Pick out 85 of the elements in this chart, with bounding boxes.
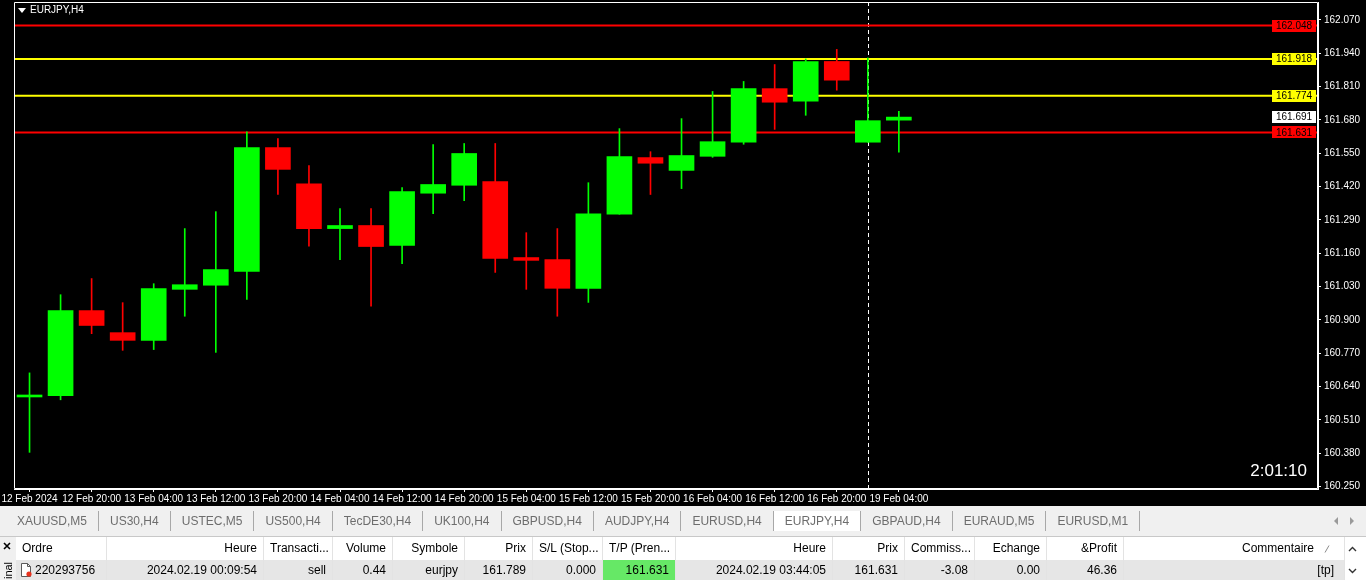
category-label: AUDJPY,H4 xyxy=(593,511,682,531)
x-tick-label: 14 Feb 12:00 xyxy=(372,492,432,504)
text: 2024.02.19 03:44:05 xyxy=(715,563,826,577)
category-label: Prix xyxy=(833,537,905,560)
category-label: EURAUD,M5 xyxy=(952,511,1047,531)
text: 161.631 xyxy=(625,563,669,577)
category-label: UK100,H4 xyxy=(423,511,502,531)
y-tick-label: 161.420 xyxy=(1324,180,1361,192)
ref-line-label: 161.774 xyxy=(1275,90,1313,102)
y-tick-label: 160.900 xyxy=(1324,313,1361,325)
x-tick-label: 13 Feb 20:00 xyxy=(248,492,308,504)
x-tick-label: 12 Feb 20:00 xyxy=(62,492,122,504)
candlestick xyxy=(420,144,446,215)
category-label: Transacti... xyxy=(264,537,333,560)
x-tick-label: 19 Feb 04:00 xyxy=(869,492,929,504)
x-tick-label: 15 Feb 12:00 xyxy=(558,492,619,504)
text: 0.44 xyxy=(362,563,386,577)
category-label: XAUUSD,M5 xyxy=(6,511,100,531)
text: [tp] xyxy=(1317,563,1334,577)
candlestick xyxy=(327,208,353,260)
x-tick-label: 13 Feb 12:00 xyxy=(186,492,246,504)
category-label: GBPAUD,H4 xyxy=(861,511,953,531)
y-tick-label: 160.640 xyxy=(1324,380,1361,392)
category-label: EURUSD,H4 xyxy=(681,511,774,531)
category-label: Commiss... xyxy=(905,537,975,560)
y-tick-label: 161.680 xyxy=(1324,113,1361,125)
category-label: S/L (Stop... xyxy=(533,537,603,560)
x-tick-label: 14 Feb 04:00 xyxy=(310,492,370,504)
category-label: Commentaire xyxy=(1124,537,1345,560)
text: 161.631 xyxy=(854,563,898,577)
y-tick-label: 161.550 xyxy=(1324,146,1361,158)
category-label: US500,H4 xyxy=(254,511,333,531)
x-tick-label: 15 Feb 04:00 xyxy=(496,492,557,504)
chart-title: EURJPY,H4 xyxy=(30,4,84,16)
y-tick-label: 160.250 xyxy=(1324,480,1361,492)
text: 2024.02.19 00:09:54 xyxy=(146,563,257,577)
x-tick-label: 16 Feb 04:00 xyxy=(683,492,743,504)
x-tick-label: 15 Feb 20:00 xyxy=(621,492,681,504)
category-label: EURUSD,M1 xyxy=(1046,511,1141,531)
ref-line-label: 161.918 xyxy=(1275,53,1313,65)
x-tick-label: 16 Feb 12:00 xyxy=(745,492,805,504)
candlestick xyxy=(171,228,198,317)
category-label: Heure xyxy=(676,537,833,560)
y-tick-label: 160.770 xyxy=(1324,346,1361,358)
annotation: 161.691 xyxy=(1275,111,1313,123)
candlestick xyxy=(202,211,229,353)
candlestick xyxy=(358,208,384,307)
text: 161.789 xyxy=(482,563,526,577)
category-label: &Profit xyxy=(1047,537,1124,560)
category-label: Prix xyxy=(465,537,533,560)
text: 0.00 xyxy=(1016,563,1040,577)
y-tick-label: 161.290 xyxy=(1324,213,1361,225)
text: -3.08 xyxy=(940,563,968,577)
x-tick-label: 16 Feb 20:00 xyxy=(807,492,867,504)
y-tick-label: 161.030 xyxy=(1324,280,1361,292)
text: 220293756 xyxy=(35,563,96,577)
category-label: T/P (Pren... xyxy=(603,537,676,560)
y-tick-label: 162.070 xyxy=(1324,13,1361,25)
category-label: US30,H4 xyxy=(99,511,171,531)
x-tick-label: 12 Feb 2024 xyxy=(1,492,59,504)
category-label: Volume xyxy=(333,537,393,560)
text: sell xyxy=(307,563,326,577)
x-tick-label: 14 Feb 20:00 xyxy=(434,492,495,504)
text: eurjpy xyxy=(425,563,458,577)
y-tick-label: 160.510 xyxy=(1324,413,1361,425)
category-label: Ordre xyxy=(16,537,107,560)
x-tick-label: 13 Feb 04:00 xyxy=(124,492,184,504)
text: inal xyxy=(1,561,15,579)
y-tick-label: 161.810 xyxy=(1324,80,1361,92)
ref-line-label: 161.631 xyxy=(1275,126,1313,138)
text: 46.36 xyxy=(1086,563,1117,577)
annotation: 2:01:10 xyxy=(1250,461,1307,480)
category-label: GBPUSD,H4 xyxy=(501,511,594,531)
category-label: USTEC,M5 xyxy=(170,511,255,531)
category-label: TecDE30,H4 xyxy=(332,511,424,531)
category-label: Heure xyxy=(107,537,264,560)
text: 0.000 xyxy=(565,563,596,577)
candlestick xyxy=(513,232,540,290)
ref-line-label: 162.048 xyxy=(1275,19,1313,31)
y-tick-label: 161.940 xyxy=(1324,47,1361,59)
y-tick-label: 160.380 xyxy=(1324,446,1361,458)
y-tick-label: 161.160 xyxy=(1324,246,1361,258)
category-label: Symbole xyxy=(393,537,465,560)
category-label: EURJPY,H4 xyxy=(773,511,862,531)
category-label: Echange xyxy=(975,537,1047,560)
